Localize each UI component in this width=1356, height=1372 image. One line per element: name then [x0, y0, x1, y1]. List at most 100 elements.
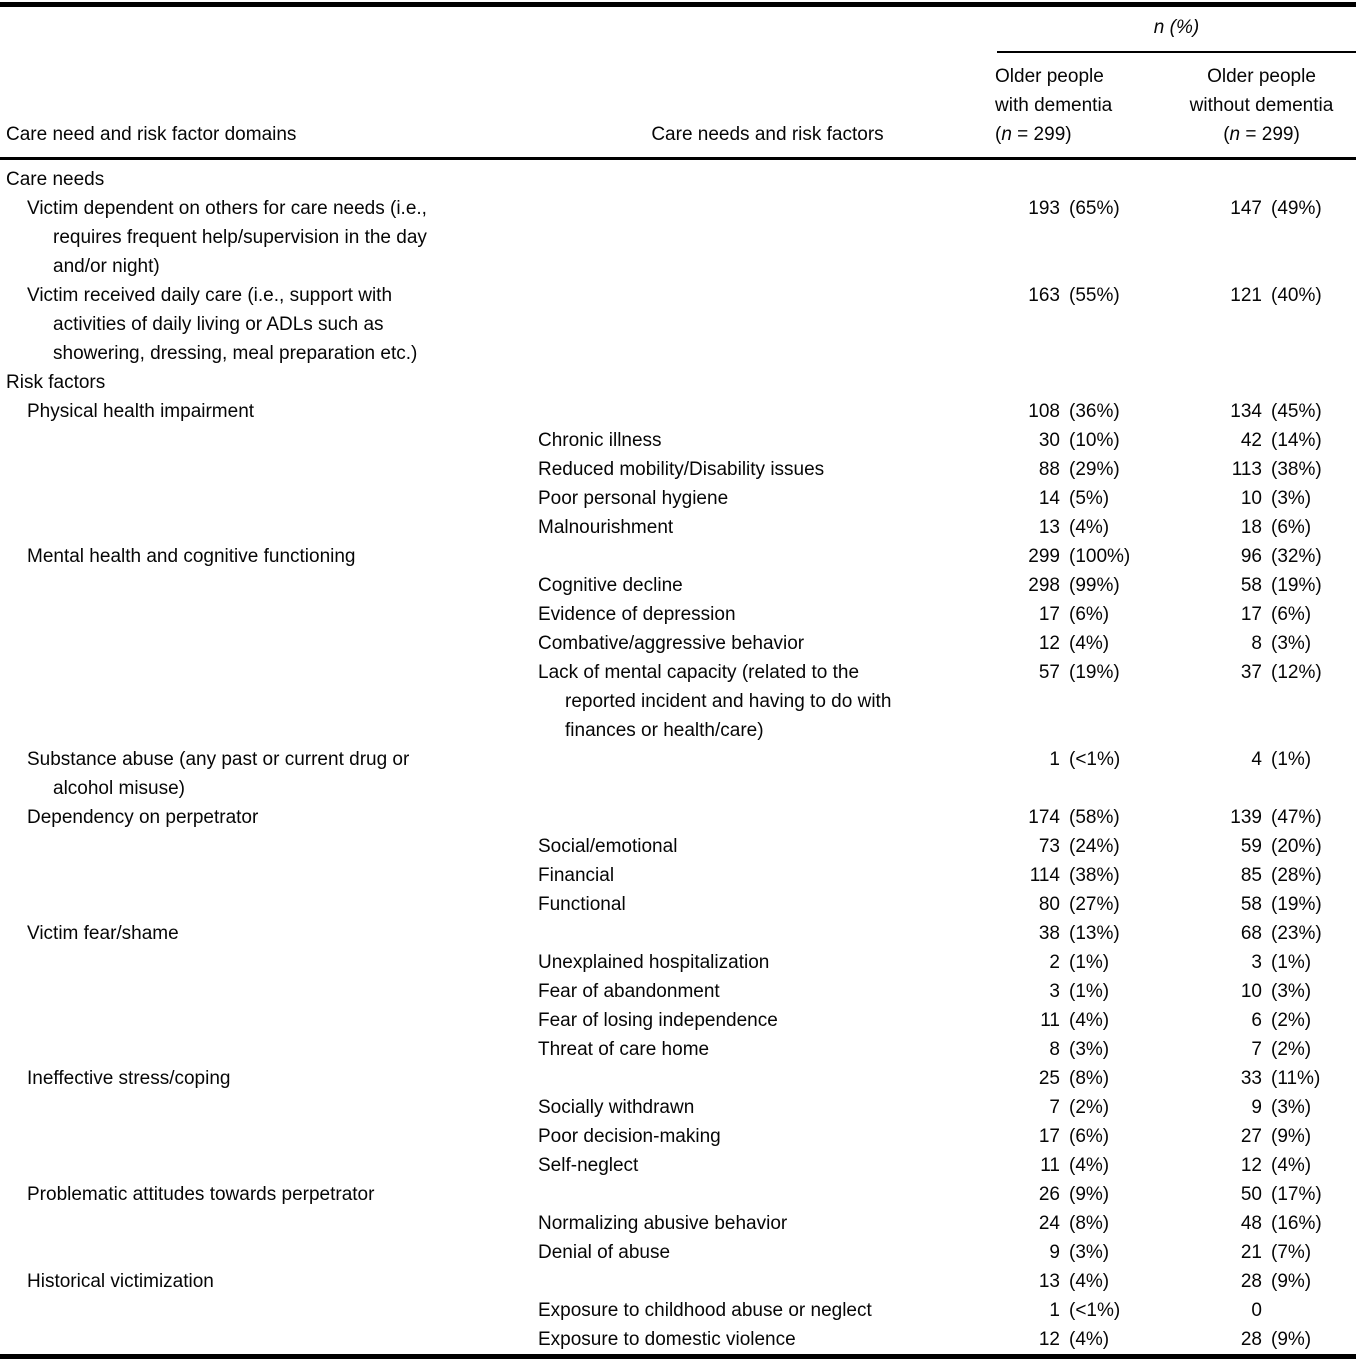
count-value: 96 — [1240, 546, 1262, 567]
with-dementia-value: 12 (4%) — [997, 1325, 1167, 1354]
percent-value: (19%) — [1069, 662, 1120, 683]
factor-cell — [538, 281, 997, 368]
factor-cell — [538, 919, 997, 948]
domain-cell: Historical victimization — [0, 1267, 538, 1296]
domain-cell — [0, 977, 538, 1006]
without-dementia-value: 9 (3%) — [1167, 1093, 1356, 1122]
without-dementia-value: 18 (6%) — [1167, 513, 1356, 542]
factor-cell: Chronic illness — [538, 426, 997, 455]
count-value: 0 — [1251, 1300, 1262, 1321]
factor-label-line: Exposure to domestic violence — [538, 1329, 796, 1350]
without-dementia-value: 85 (28%) — [1167, 861, 1356, 890]
with-dementia-value: 12 (4%) — [997, 629, 1167, 658]
without-dementia-value: 28 (9%) — [1167, 1267, 1356, 1296]
factor-cell — [538, 165, 997, 194]
domain-cell — [0, 861, 538, 890]
domain-cell — [0, 1238, 538, 1267]
without-dementia-value: 21 (7%) — [1167, 1238, 1356, 1267]
domain-label-line: Ineffective stress/coping — [27, 1068, 231, 1089]
count-value: 163 — [1028, 285, 1060, 306]
factor-cell: Fear of losing independence — [538, 1006, 997, 1035]
count-value: 9 — [1049, 1242, 1060, 1263]
domain-cell: Substance abuse (any past or current dru… — [0, 745, 538, 803]
count-value: 193 — [1028, 198, 1060, 219]
count-value: 26 — [1038, 1184, 1060, 1205]
factor-cell — [538, 1180, 997, 1209]
with-dementia-value — [997, 368, 1167, 397]
table-row: Risk factors — [0, 368, 1356, 397]
domain-label-line: Historical victimization — [27, 1271, 214, 1292]
without-dementia-value: 12 (4%) — [1167, 1151, 1356, 1180]
domain-cell — [0, 629, 538, 658]
table-row: Self-neglect 11 (4%) 12 (4%) — [0, 1151, 1356, 1180]
factor-cell — [538, 368, 997, 397]
table-row: Dependency on perpetrator 174 (58%) 139 (47%… — [0, 803, 1356, 832]
percent-value: (13%) — [1069, 923, 1120, 944]
without-dementia-value: 139 (47%) — [1167, 803, 1356, 832]
paren-open: ( — [1223, 124, 1230, 145]
n-symbol: n — [1001, 124, 1012, 145]
factor-cell: Denial of abuse — [538, 1238, 997, 1267]
count-value: 3 — [1251, 952, 1262, 973]
table-row: Victim fear/shame 38 (13%) 68 (23%) — [0, 919, 1356, 948]
domain-label-line: Risk factors — [6, 372, 106, 393]
without-dementia-value: 3 (1%) — [1167, 948, 1356, 977]
without-dementia-value: 33 (11%) — [1167, 1064, 1356, 1093]
percent-value: (24%) — [1069, 836, 1120, 857]
percent-value: (29%) — [1069, 459, 1120, 480]
domain-cell — [0, 455, 538, 484]
without-dementia-value: 134 (45%) — [1167, 397, 1356, 426]
count-value: 30 — [1038, 430, 1060, 451]
percent-value: (4%) — [1069, 1155, 1110, 1176]
with-dementia-value: 17 (6%) — [997, 600, 1167, 629]
percent-value: (8%) — [1069, 1213, 1110, 1234]
count-value: 17 — [1038, 604, 1060, 625]
count-value: 28 — [1240, 1329, 1262, 1350]
factor-label-line: Malnourishment — [538, 517, 674, 538]
factor-cell — [538, 542, 997, 571]
without-dementia-value: 42 (14%) — [1167, 426, 1356, 455]
table-row: Evidence of depression 17 (6%) 17 (6%) — [0, 600, 1356, 629]
header-sample-size: (n = 299) — [995, 120, 1112, 149]
domain-cell: Ineffective stress/coping — [0, 1064, 538, 1093]
count-value: 298 — [1028, 575, 1060, 596]
domain-cell: Care needs — [0, 165, 538, 194]
count-value: 108 — [1028, 401, 1060, 422]
table-row: Physical health impairment 108 (36%) 134 (45… — [0, 397, 1356, 426]
factor-cell — [538, 803, 997, 832]
percent-value: (19%) — [1271, 575, 1322, 596]
count-value: 10 — [1240, 488, 1262, 509]
count-value: 33 — [1240, 1068, 1262, 1089]
domain-cell: Problematic attitudes towards perpetrato… — [0, 1180, 538, 1209]
n-symbol: n — [1229, 124, 1241, 145]
percent-value: (5%) — [1069, 488, 1110, 509]
table-row: Socially withdrawn 7 (2%) 9 (3%) — [0, 1093, 1356, 1122]
count-value: 59 — [1240, 836, 1262, 857]
count-value: 12 — [1038, 1329, 1060, 1350]
factor-label-line: Reduced mobility/Disability issues — [538, 459, 825, 480]
count-value: 13 — [1038, 1271, 1060, 1292]
without-dementia-value: 68 (23%) — [1167, 919, 1356, 948]
percent-value: (6%) — [1271, 604, 1312, 625]
count-value: 13 — [1038, 517, 1060, 538]
without-dementia-value: 121 (40%) — [1167, 281, 1356, 368]
count-value: 28 — [1240, 1271, 1262, 1292]
without-dementia-value: 10 (3%) — [1167, 977, 1356, 1006]
factor-label-line: Evidence of depression — [538, 604, 736, 625]
table-row: Chronic illness 30 (10%) 42 (14%) — [0, 426, 1356, 455]
percent-value: (55%) — [1069, 285, 1120, 306]
percent-value: (14%) — [1271, 430, 1322, 451]
domain-cell — [0, 1035, 538, 1064]
without-dementia-value: 28 (9%) — [1167, 1325, 1356, 1354]
factor-cell: Exposure to childhood abuse or neglect — [538, 1296, 997, 1325]
table-body: Care needs Victim dependent on others for… — [0, 160, 1356, 1354]
spanner-header-n-percent: n (%) — [1153, 17, 1200, 38]
percent-value: (9%) — [1271, 1126, 1312, 1147]
with-dementia-value: 38 (13%) — [997, 919, 1167, 948]
with-dementia-value: 11 (4%) — [997, 1151, 1167, 1180]
with-dementia-value: 1 (<1%) — [997, 745, 1167, 803]
percent-value: (3%) — [1271, 488, 1312, 509]
domain-cell: Dependency on perpetrator — [0, 803, 538, 832]
column-header-without-dementia: Older people without dementia (n = 299) — [1167, 62, 1356, 149]
count-value: 12 — [1240, 1155, 1262, 1176]
